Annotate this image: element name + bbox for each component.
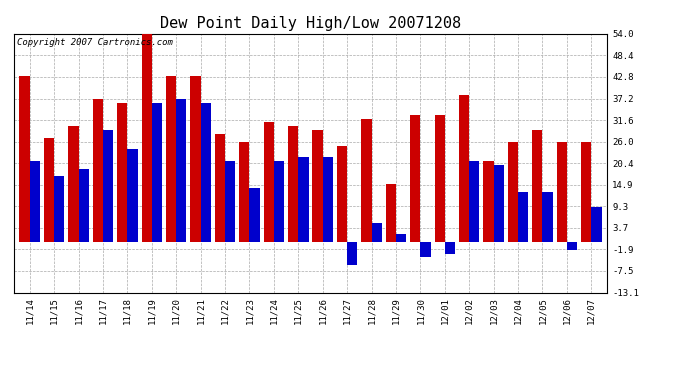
Bar [518,192,529,242]
Bar [103,130,113,242]
Bar [493,165,504,242]
Bar [347,242,357,265]
Bar [128,149,137,242]
Bar [19,76,30,242]
Title: Dew Point Daily High/Low 20071208: Dew Point Daily High/Low 20071208 [160,16,461,31]
Bar [532,130,542,242]
Bar [581,142,591,242]
Bar [337,146,347,242]
Bar [141,34,152,242]
Bar [288,126,298,242]
Bar [215,134,225,242]
Bar [152,103,162,242]
Bar [567,242,577,250]
Bar [313,130,323,242]
Bar [508,142,518,242]
Bar [435,115,445,242]
Bar [323,157,333,242]
Bar [225,161,235,242]
Bar [44,138,54,242]
Bar [420,242,431,257]
Bar [542,192,553,242]
Bar [591,207,602,242]
Bar [176,99,186,242]
Bar [371,223,382,242]
Bar [469,161,480,242]
Bar [79,169,89,242]
Bar [459,96,469,242]
Bar [484,161,493,242]
Bar [298,157,308,242]
Bar [396,234,406,242]
Bar [264,123,274,242]
Bar [166,76,176,242]
Bar [410,115,420,242]
Bar [250,188,259,242]
Bar [239,142,250,242]
Bar [201,103,211,242]
Bar [274,161,284,242]
Bar [190,76,201,242]
Bar [445,242,455,254]
Bar [68,126,79,242]
Bar [557,142,567,242]
Bar [30,161,40,242]
Text: Copyright 2007 Cartronics.com: Copyright 2007 Cartronics.com [17,38,172,46]
Bar [54,176,64,242]
Bar [92,99,103,242]
Bar [386,184,396,242]
Bar [362,118,371,242]
Bar [117,103,128,242]
